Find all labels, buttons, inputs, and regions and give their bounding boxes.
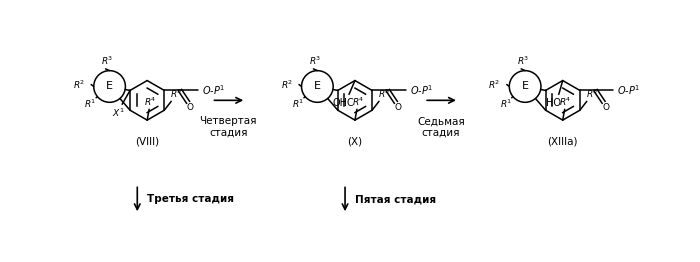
- Text: (X): (X): [347, 137, 363, 147]
- Text: O: O: [394, 103, 401, 112]
- Text: $R^4$: $R^4$: [559, 95, 572, 107]
- Text: Третья стадия: Третья стадия: [147, 194, 234, 204]
- Text: Седьмая
стадия: Седьмая стадия: [417, 116, 465, 138]
- Text: $R^5$: $R^5$: [585, 87, 598, 100]
- Text: $R^1$: $R^1$: [84, 97, 97, 110]
- Text: $R^3$: $R^3$: [309, 55, 321, 67]
- Text: $R^5$: $R^5$: [378, 87, 390, 100]
- Text: O: O: [602, 103, 609, 112]
- Text: $R^1$: $R^1$: [500, 97, 512, 110]
- Text: $R^1$: $R^1$: [292, 97, 304, 110]
- Text: $R^3$: $R^3$: [517, 55, 529, 67]
- Text: $R^4$: $R^4$: [144, 95, 156, 107]
- Text: $O$-$P^1$: $O$-$P^1$: [410, 84, 433, 97]
- Text: (XIIIa): (XIIIa): [547, 137, 578, 147]
- Text: Четвертая
стадия: Четвертая стадия: [199, 116, 257, 138]
- Text: Пятая стадия: Пятая стадия: [355, 194, 436, 204]
- Text: E: E: [314, 81, 321, 91]
- Text: $R^2$: $R^2$: [73, 78, 85, 91]
- Text: E: E: [522, 81, 528, 91]
- Text: $R^5$: $R^5$: [170, 87, 183, 100]
- Text: O: O: [186, 103, 193, 112]
- Text: HO: HO: [546, 98, 561, 108]
- Text: OHC: OHC: [332, 98, 354, 108]
- Text: E: E: [106, 81, 113, 91]
- Text: $R^3$: $R^3$: [102, 55, 114, 67]
- Text: $O$-$P^1$: $O$-$P^1$: [617, 84, 641, 97]
- Text: (VIII): (VIII): [135, 137, 159, 147]
- Text: $X^1$: $X^1$: [112, 107, 125, 119]
- Text: $O$-$P^1$: $O$-$P^1$: [202, 84, 225, 97]
- Text: $R^2$: $R^2$: [281, 78, 293, 91]
- Text: $R^2$: $R^2$: [489, 78, 500, 91]
- Text: $R^4$: $R^4$: [351, 95, 364, 107]
